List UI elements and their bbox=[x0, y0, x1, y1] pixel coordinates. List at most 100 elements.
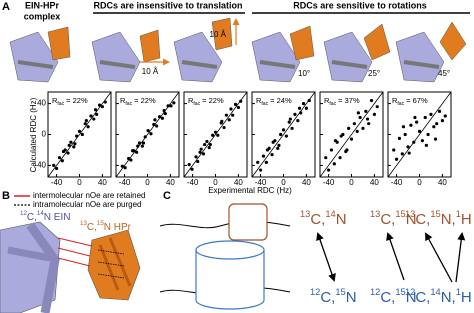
point bbox=[61, 149, 66, 154]
panel-label: A bbox=[2, 1, 10, 13]
point bbox=[355, 129, 359, 134]
point bbox=[160, 116, 164, 120]
y-tick-label: 40 bbox=[37, 99, 46, 108]
hpr-label: 13C,15N HPr bbox=[80, 220, 132, 233]
point bbox=[89, 114, 93, 118]
r-symbol: R bbox=[324, 96, 330, 105]
point bbox=[296, 118, 300, 123]
r-symbol: R bbox=[256, 96, 262, 105]
point bbox=[86, 125, 90, 129]
point bbox=[364, 109, 368, 113]
cylinder-diagram bbox=[159, 203, 291, 310]
point bbox=[290, 126, 294, 130]
point bbox=[211, 133, 215, 137]
point bbox=[231, 113, 235, 117]
r-value: = 22% bbox=[64, 96, 88, 105]
point bbox=[403, 132, 407, 137]
superscript: 15 bbox=[395, 287, 405, 297]
point bbox=[429, 112, 433, 117]
point bbox=[426, 132, 430, 137]
point bbox=[207, 146, 211, 150]
point bbox=[152, 122, 156, 127]
point bbox=[301, 101, 306, 106]
point bbox=[100, 105, 105, 109]
y-axis-title: Calculated RDC (Hz) bbox=[29, 97, 38, 172]
point bbox=[137, 141, 142, 145]
point bbox=[227, 118, 231, 122]
point bbox=[299, 111, 303, 115]
r-value: = 67% bbox=[404, 96, 428, 105]
isotope-label: 12C,15N bbox=[370, 287, 417, 306]
point bbox=[95, 112, 99, 117]
header: EIN-HPr bbox=[25, 0, 60, 10]
diagonal bbox=[319, 91, 384, 178]
point bbox=[149, 132, 153, 136]
superscript: 1 bbox=[456, 209, 461, 219]
label-text: N HPr bbox=[104, 222, 132, 233]
angle-label: 45° bbox=[438, 69, 450, 78]
point bbox=[162, 108, 166, 113]
diagonal bbox=[251, 91, 316, 178]
point bbox=[75, 134, 79, 138]
point bbox=[265, 148, 270, 152]
point bbox=[233, 102, 238, 106]
isotope-label: 13C,15N bbox=[370, 209, 417, 228]
point bbox=[131, 149, 135, 153]
point bbox=[324, 156, 328, 160]
r-value: = 37% bbox=[336, 96, 360, 105]
ein-label: 12C,14N EIN bbox=[20, 210, 70, 223]
label-text: N bbox=[406, 289, 417, 306]
point bbox=[333, 139, 338, 143]
point bbox=[153, 118, 157, 122]
point bbox=[345, 148, 349, 152]
point bbox=[80, 132, 84, 137]
point bbox=[136, 144, 140, 148]
point bbox=[83, 122, 87, 126]
point bbox=[157, 115, 162, 119]
superscript: 15 bbox=[335, 287, 345, 297]
superscript: 14 bbox=[325, 209, 335, 219]
point bbox=[270, 152, 274, 157]
point bbox=[329, 148, 334, 152]
point bbox=[216, 133, 220, 137]
label-text: N, bbox=[441, 289, 456, 306]
point bbox=[407, 151, 411, 155]
point bbox=[356, 111, 360, 115]
shift-label: 10 Å bbox=[142, 67, 159, 76]
r-subscript: fac bbox=[57, 101, 64, 107]
r-symbol: R bbox=[120, 96, 126, 105]
point bbox=[92, 117, 96, 121]
point bbox=[417, 129, 422, 134]
point bbox=[288, 117, 292, 121]
point bbox=[437, 109, 442, 113]
label-text: C, bbox=[310, 211, 325, 228]
r-symbol: R bbox=[188, 96, 194, 105]
r-value: = 22% bbox=[132, 96, 156, 105]
point bbox=[199, 147, 203, 151]
x-tick-label: -40 bbox=[391, 178, 403, 187]
r-factor: Rfac = 37% bbox=[324, 96, 360, 107]
point bbox=[224, 113, 228, 117]
superscript: 15 bbox=[430, 209, 440, 219]
superscript: 14 bbox=[37, 210, 44, 217]
point bbox=[146, 129, 150, 133]
superscript: 13 bbox=[405, 209, 415, 219]
point bbox=[127, 156, 131, 161]
isotope-label: 13C,14N bbox=[300, 209, 347, 228]
legend-text: intramolecular nOe are purged bbox=[33, 200, 142, 209]
r-subscript: fac bbox=[397, 101, 404, 107]
angle-label: 10° bbox=[298, 69, 310, 78]
point bbox=[198, 150, 202, 154]
point bbox=[194, 155, 198, 159]
x-tick-label: 40 bbox=[302, 178, 311, 187]
point bbox=[229, 107, 233, 111]
point bbox=[69, 140, 73, 144]
r-factor: Rfac = 22% bbox=[120, 96, 156, 107]
point bbox=[220, 119, 224, 123]
label-text: N bbox=[406, 211, 417, 228]
label-text: N EIN bbox=[44, 212, 71, 223]
x-tick-label: 0 bbox=[213, 178, 218, 187]
complex-cartoon bbox=[0, 221, 141, 313]
label-text: C, bbox=[27, 212, 37, 223]
x-tick-label: 40 bbox=[166, 178, 175, 187]
